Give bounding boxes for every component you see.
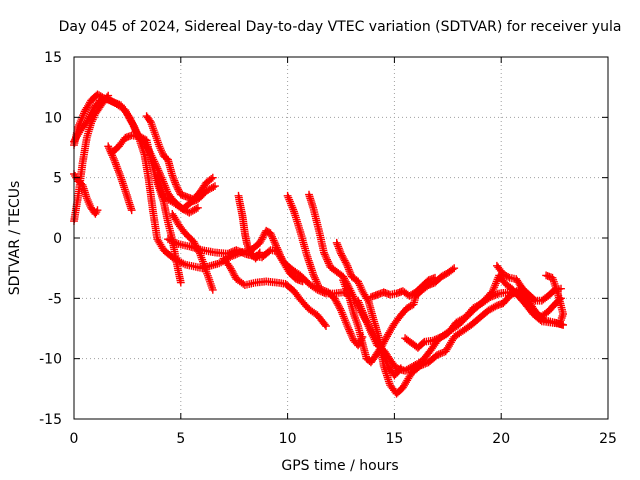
data-point xyxy=(211,182,219,190)
series-arc13 xyxy=(283,191,367,350)
chart-title: Day 045 of 2024, Sidereal Day-to-day VTE… xyxy=(59,19,622,35)
data-series xyxy=(70,90,567,398)
data-point xyxy=(255,248,264,257)
series-arc16 xyxy=(339,264,459,367)
y-tick-label: -10 xyxy=(39,352,62,368)
y-tick-label: -5 xyxy=(48,291,62,307)
x-tick-label: 15 xyxy=(385,431,403,447)
y-tick-label: 5 xyxy=(53,171,62,187)
series-arc2 xyxy=(70,90,307,286)
data-point xyxy=(559,321,567,329)
y-tick-label: 15 xyxy=(44,50,62,66)
data-point xyxy=(127,206,136,215)
y-tick-label: -15 xyxy=(39,412,62,428)
data-point xyxy=(557,284,565,293)
data-point xyxy=(557,316,565,324)
data-point xyxy=(93,206,102,215)
x-tick-label: 10 xyxy=(279,431,297,447)
x-tick-label: 0 xyxy=(70,431,79,447)
series-arc5 xyxy=(104,142,136,215)
x-axis-label: GPS time / hours xyxy=(281,458,398,474)
data-point xyxy=(176,278,185,287)
gridlines xyxy=(74,57,608,419)
series-line xyxy=(307,193,402,377)
data-point xyxy=(450,264,459,273)
data-point xyxy=(194,203,202,212)
data-point xyxy=(208,286,217,294)
x-tick-label: 5 xyxy=(176,431,185,447)
data-point xyxy=(530,295,538,304)
series-arc19 xyxy=(401,271,567,352)
series-arc6 xyxy=(108,131,185,287)
data-point xyxy=(302,277,310,285)
series-arc8 xyxy=(153,171,202,217)
series-arc17 xyxy=(367,273,439,301)
x-tick-label: 25 xyxy=(599,431,617,447)
axis-ticks: 0 5 10 15 20 25 -15 -10 -5 0 5 10 15 xyxy=(39,50,617,447)
series-arc7 xyxy=(142,112,217,204)
x-tick-label: 20 xyxy=(492,431,510,447)
data-point xyxy=(208,173,217,182)
series-arc20 xyxy=(493,261,565,305)
series-arc21 xyxy=(542,271,567,324)
series-arc3 xyxy=(70,170,102,218)
data-point xyxy=(431,273,439,282)
y-axis-label: SDTVAR / TECUs xyxy=(7,181,23,296)
series-arc12 xyxy=(234,191,264,263)
data-point xyxy=(322,322,330,330)
y-tick-label: 0 xyxy=(53,231,62,247)
y-tick-label: 10 xyxy=(44,110,62,126)
series-arc11 xyxy=(219,254,330,330)
